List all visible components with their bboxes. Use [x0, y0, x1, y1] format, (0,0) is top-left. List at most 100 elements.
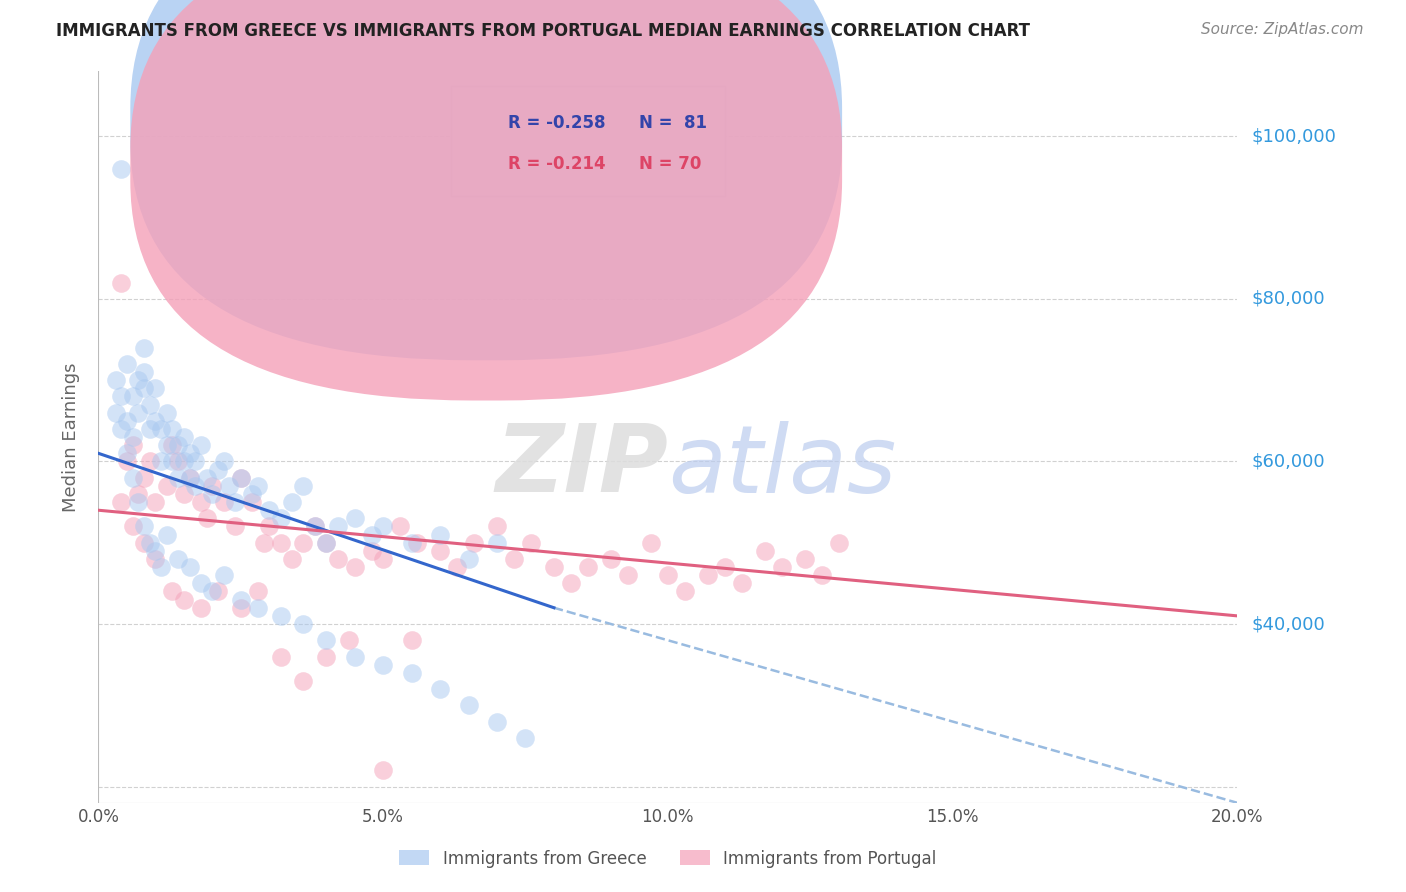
FancyBboxPatch shape [451, 86, 725, 195]
Point [429, 527, 451, 541]
Point [240, 487, 263, 501]
Point [162, 422, 184, 436]
Point [406, 535, 429, 549]
Point [429, 681, 451, 696]
Point [229, 471, 252, 485]
Point [132, 471, 155, 485]
Point [259, 519, 281, 533]
Point [115, 446, 138, 460]
Point [162, 584, 184, 599]
Point [486, 519, 509, 533]
Point [104, 373, 127, 387]
Point [731, 576, 754, 591]
Point [156, 438, 179, 452]
Point [229, 592, 252, 607]
Point [179, 471, 201, 485]
Point [304, 519, 326, 533]
Point [195, 471, 218, 485]
Point [179, 471, 201, 485]
Point [201, 584, 224, 599]
Point [246, 584, 269, 599]
Point [121, 389, 143, 403]
Text: Source: ZipAtlas.com: Source: ZipAtlas.com [1201, 22, 1364, 37]
Point [167, 552, 190, 566]
Point [190, 495, 212, 509]
Point [281, 495, 304, 509]
Point [389, 519, 412, 533]
Point [343, 511, 366, 525]
Point [343, 649, 366, 664]
Point [156, 479, 179, 493]
Point [138, 535, 160, 549]
Point [162, 454, 184, 468]
Point [520, 535, 543, 549]
Point [167, 471, 190, 485]
Point [281, 552, 304, 566]
Point [337, 633, 360, 648]
Point [132, 341, 155, 355]
Point [754, 544, 776, 558]
Point [224, 495, 246, 509]
Point [315, 535, 337, 549]
Point [145, 381, 167, 395]
Point [156, 406, 179, 420]
Point [373, 657, 395, 672]
Point [292, 617, 315, 632]
Point [115, 454, 138, 468]
Text: R = -0.214: R = -0.214 [509, 155, 606, 173]
Point [657, 568, 679, 582]
Point [259, 503, 281, 517]
Point [576, 560, 599, 574]
Point [315, 633, 337, 648]
Point [401, 665, 423, 680]
Point [793, 552, 815, 566]
Point [167, 454, 190, 468]
Point [446, 560, 468, 574]
Point [486, 714, 509, 729]
Point [373, 519, 395, 533]
Point [190, 438, 212, 452]
Point [292, 535, 315, 549]
Point [207, 584, 229, 599]
Point [617, 568, 640, 582]
Point [167, 438, 190, 452]
Point [173, 487, 195, 501]
Point [315, 649, 337, 664]
Point [132, 365, 155, 379]
Point [503, 552, 526, 566]
Point [326, 552, 349, 566]
Point [150, 454, 173, 468]
Point [173, 592, 195, 607]
Point [401, 633, 423, 648]
Point [292, 673, 315, 688]
Point [156, 527, 179, 541]
Point [121, 519, 143, 533]
Point [252, 535, 274, 549]
Point [600, 552, 623, 566]
Point [246, 479, 269, 493]
Point [127, 406, 149, 420]
Point [218, 479, 240, 493]
Point [373, 764, 395, 778]
Point [212, 568, 235, 582]
Point [315, 535, 337, 549]
Point [190, 576, 212, 591]
Point [184, 454, 207, 468]
Point [179, 560, 201, 574]
Point [429, 544, 451, 558]
Point [515, 731, 537, 745]
Point [486, 535, 509, 549]
Point [138, 398, 160, 412]
Point [195, 511, 218, 525]
Point [270, 511, 292, 525]
Point [115, 357, 138, 371]
Point [150, 560, 173, 574]
Point [343, 560, 366, 574]
Point [190, 600, 212, 615]
Point [150, 422, 173, 436]
Point [229, 471, 252, 485]
Point [246, 600, 269, 615]
Point [104, 406, 127, 420]
Point [121, 471, 143, 485]
Point [810, 568, 832, 582]
